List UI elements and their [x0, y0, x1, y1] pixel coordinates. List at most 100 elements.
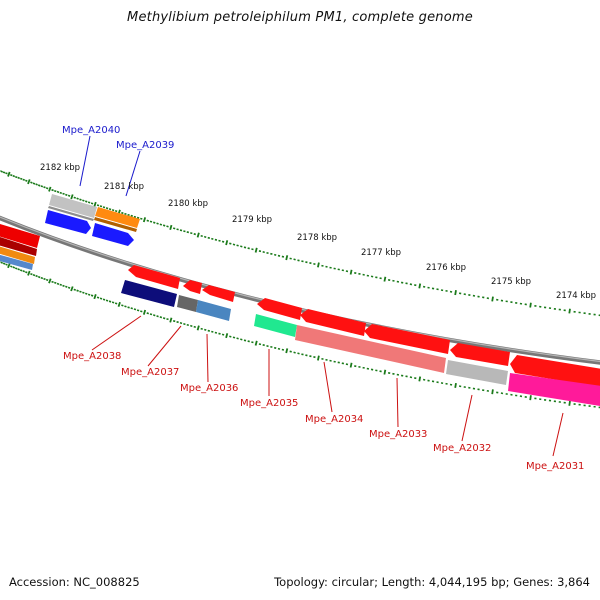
minor-tick	[54, 281, 57, 284]
minor-tick	[156, 222, 159, 225]
minor-tick	[105, 207, 109, 210]
gene-label-mpe-a2038[interactable]: Mpe_A2038	[63, 351, 121, 362]
major-tick	[568, 400, 571, 406]
minor-tick	[73, 288, 76, 291]
gene-block[interactable]	[45, 210, 91, 234]
minor-tick	[22, 178, 25, 181]
gene-block[interactable]	[49, 194, 97, 218]
gene-block[interactable]	[92, 223, 134, 246]
major-tick	[454, 382, 457, 388]
leader-line	[79, 135, 91, 187]
scale-label: 2174 kbp	[556, 291, 596, 301]
major-tick	[7, 171, 11, 177]
gene-label-mpe-a2036[interactable]: Mpe_A2036	[180, 383, 238, 394]
gene-block[interactable]	[183, 280, 202, 294]
leader-line	[461, 394, 473, 442]
minor-tick	[114, 302, 118, 305]
minor-tick	[59, 191, 62, 195]
gene-label-mpe-a2037[interactable]: Mpe_A2037	[121, 367, 179, 378]
gene-block[interactable]	[295, 325, 446, 373]
gene-block[interactable]	[0, 246, 35, 264]
major-tick	[317, 262, 320, 268]
minor-tick	[62, 284, 65, 287]
leader-line	[147, 325, 182, 367]
gene-block[interactable]	[508, 373, 600, 406]
gene-block[interactable]	[94, 217, 137, 232]
gene-block[interactable]	[254, 314, 297, 337]
gene-block[interactable]	[48, 206, 94, 221]
major-tick	[349, 269, 353, 275]
minor-tick	[79, 198, 82, 201]
minor-tick	[0, 170, 3, 173]
gene-block[interactable]	[257, 298, 302, 320]
minor-tick	[56, 282, 60, 285]
gene-block[interactable]	[196, 300, 231, 321]
gene-label-mpe-a2040[interactable]: Mpe_A2040	[62, 125, 120, 136]
minor-tick	[85, 292, 88, 295]
gene-label-mpe-a2031[interactable]: Mpe_A2031	[526, 461, 584, 472]
gene-block[interactable]	[510, 355, 600, 387]
minor-tick	[162, 317, 166, 320]
major-tick	[529, 395, 532, 401]
minor-tick	[40, 276, 44, 280]
minor-tick	[17, 176, 20, 180]
minor-tick	[193, 325, 196, 329]
genome-summary-text: Topology: circular; Length: 4,044,195 bp…	[274, 575, 590, 589]
minor-tick	[59, 283, 62, 286]
minor-tick	[121, 304, 124, 307]
major-tick	[317, 355, 320, 361]
minor-tick	[146, 219, 150, 222]
genome-backbone-highlight	[0, 216, 600, 363]
minor-tick	[96, 204, 100, 207]
gene-label-mpe-a2039[interactable]: Mpe_A2039	[116, 140, 174, 151]
gene-label-mpe-a2033[interactable]: Mpe_A2033	[369, 429, 427, 440]
major-tick	[27, 179, 31, 185]
minor-tick	[2, 171, 6, 174]
gene-label-mpe-a2035[interactable]: Mpe_A2035	[240, 398, 298, 409]
minor-tick	[10, 174, 13, 177]
scale-label: 2179 kbp	[232, 215, 272, 225]
major-tick	[70, 194, 74, 200]
minor-tick	[76, 197, 79, 200]
gene-block[interactable]	[300, 309, 366, 336]
minor-tick	[73, 196, 76, 199]
minor-tick	[45, 278, 49, 282]
minor-tick	[99, 297, 103, 300]
minor-tick	[2, 262, 6, 265]
scale-label: 2178 kbp	[297, 233, 337, 243]
minor-tick	[43, 277, 46, 281]
minor-tick	[159, 316, 163, 319]
gene-block[interactable]	[0, 254, 33, 270]
outer-scale-ticks	[0, 170, 600, 317]
gene-label-mpe-a2032[interactable]: Mpe_A2032	[433, 443, 491, 454]
gene-block[interactable]	[446, 360, 508, 385]
leader-line	[91, 315, 142, 351]
gene-block[interactable]	[0, 237, 37, 256]
minor-tick	[90, 294, 94, 297]
leader-line	[125, 150, 141, 197]
scale-labels: 2182 kbp 2181 kbp 2180 kbp 2179 kbp 2178…	[40, 163, 596, 301]
gene-block[interactable]	[450, 343, 510, 366]
major-tick	[254, 247, 258, 253]
minor-tick	[159, 223, 163, 226]
minor-tick	[67, 194, 71, 197]
scale-label: 2175 kbp	[491, 277, 531, 287]
gene-block[interactable]	[0, 224, 40, 248]
minor-tick	[82, 199, 85, 202]
minor-tick	[162, 224, 166, 227]
major-tick	[254, 340, 258, 346]
gene-block[interactable]	[121, 280, 177, 307]
gene-block[interactable]	[128, 265, 180, 289]
minor-tick	[19, 269, 23, 272]
gene-label-mpe-a2034[interactable]: Mpe_A2034	[305, 414, 363, 425]
gene-block[interactable]	[202, 285, 235, 302]
genome-backbone	[0, 215, 600, 365]
minor-tick	[32, 274, 36, 277]
top-strand-genes	[0, 194, 140, 270]
gene-block[interactable]	[364, 324, 450, 354]
minor-tick	[76, 289, 79, 292]
gene-block[interactable]	[177, 295, 198, 312]
leader-line	[552, 412, 564, 457]
gene-block[interactable]	[95, 207, 140, 228]
